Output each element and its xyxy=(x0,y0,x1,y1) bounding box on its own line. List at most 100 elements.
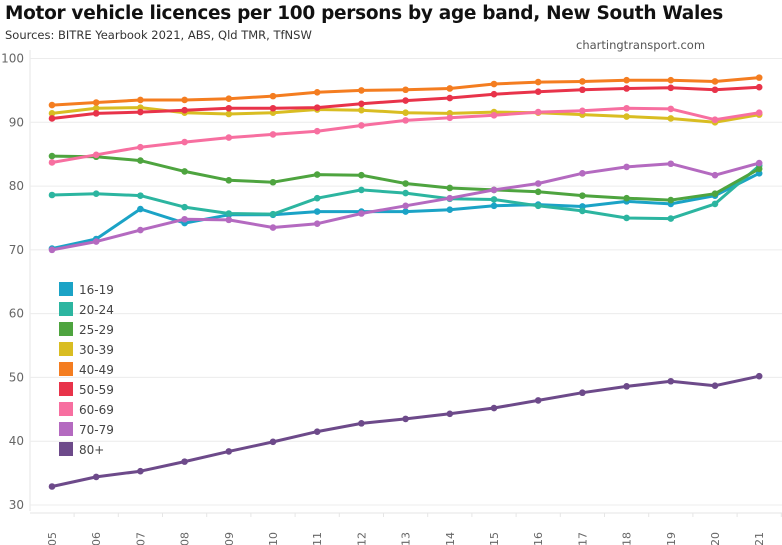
data-point[interactable] xyxy=(446,184,454,192)
data-point[interactable] xyxy=(667,115,675,122)
data-point[interactable] xyxy=(225,134,233,141)
data-point[interactable] xyxy=(534,78,542,86)
data-point[interactable] xyxy=(137,143,144,151)
data-point[interactable] xyxy=(137,96,144,104)
data-point[interactable] xyxy=(402,97,409,104)
data-point[interactable] xyxy=(667,84,675,92)
data-point[interactable] xyxy=(667,105,675,113)
data-point[interactable] xyxy=(711,171,719,179)
data-point[interactable] xyxy=(313,220,321,228)
data-point[interactable] xyxy=(623,383,630,390)
data-point[interactable] xyxy=(402,202,409,210)
data-point[interactable] xyxy=(48,191,56,199)
data-point[interactable] xyxy=(358,87,365,94)
data-point[interactable] xyxy=(181,138,188,146)
data-point[interactable] xyxy=(579,207,586,215)
legend-item[interactable]: 60-69 xyxy=(59,402,114,417)
data-point[interactable] xyxy=(269,224,277,231)
data-point[interactable] xyxy=(446,206,454,213)
data-point[interactable] xyxy=(225,210,233,217)
data-point[interactable] xyxy=(358,106,365,114)
data-point[interactable] xyxy=(534,202,542,210)
data-point[interactable] xyxy=(755,74,763,81)
data-point[interactable] xyxy=(269,210,277,218)
data-point[interactable] xyxy=(755,165,763,173)
data-point[interactable] xyxy=(623,163,630,171)
data-point[interactable] xyxy=(623,194,630,202)
data-point[interactable] xyxy=(137,192,144,199)
legend-item[interactable]: 80+ xyxy=(59,442,104,457)
data-point[interactable] xyxy=(490,202,498,210)
data-point[interactable] xyxy=(225,104,233,112)
data-point[interactable] xyxy=(402,208,409,215)
data-point[interactable] xyxy=(446,114,454,122)
data-point[interactable] xyxy=(137,467,144,475)
data-point[interactable] xyxy=(269,92,277,100)
data-point[interactable] xyxy=(534,108,542,116)
data-point[interactable] xyxy=(579,192,586,199)
legend-item[interactable]: 40-49 xyxy=(59,362,114,377)
data-point[interactable] xyxy=(313,428,321,435)
data-point[interactable] xyxy=(269,178,277,186)
data-point[interactable] xyxy=(490,80,498,88)
data-point[interactable] xyxy=(313,171,321,178)
data-point[interactable] xyxy=(667,377,675,385)
legend-item[interactable]: 30-39 xyxy=(59,342,114,357)
data-point[interactable] xyxy=(358,420,365,427)
data-point[interactable] xyxy=(446,410,454,418)
data-point[interactable] xyxy=(446,194,454,202)
data-point[interactable] xyxy=(579,78,586,85)
data-point[interactable] xyxy=(92,151,100,159)
data-point[interactable] xyxy=(755,109,763,117)
data-point[interactable] xyxy=(667,76,675,84)
data-point[interactable] xyxy=(579,86,586,94)
data-point[interactable] xyxy=(711,190,719,198)
legend-item[interactable]: 20-24 xyxy=(59,302,114,317)
data-point[interactable] xyxy=(48,246,56,254)
data-point[interactable] xyxy=(402,117,409,124)
data-point[interactable] xyxy=(92,473,100,481)
data-point[interactable] xyxy=(48,159,56,166)
data-point[interactable] xyxy=(402,180,409,187)
data-point[interactable] xyxy=(181,458,188,465)
data-point[interactable] xyxy=(711,86,719,94)
data-point[interactable] xyxy=(402,415,409,423)
data-point[interactable] xyxy=(534,188,542,196)
legend-item[interactable]: 25-29 xyxy=(59,322,114,337)
data-point[interactable] xyxy=(225,177,233,184)
data-point[interactable] xyxy=(579,107,586,115)
data-point[interactable] xyxy=(711,116,719,124)
data-point[interactable] xyxy=(623,214,630,222)
data-point[interactable] xyxy=(490,404,498,412)
data-point[interactable] xyxy=(623,104,630,112)
data-point[interactable] xyxy=(358,171,365,179)
data-point[interactable] xyxy=(269,131,277,138)
data-point[interactable] xyxy=(358,100,365,108)
data-point[interactable] xyxy=(92,104,100,112)
data-point[interactable] xyxy=(623,76,630,84)
data-point[interactable] xyxy=(181,203,188,211)
data-point[interactable] xyxy=(137,205,144,213)
data-point[interactable] xyxy=(755,159,763,167)
data-point[interactable] xyxy=(490,196,498,203)
data-point[interactable] xyxy=(269,438,277,446)
data-point[interactable] xyxy=(269,104,277,112)
data-point[interactable] xyxy=(48,115,56,122)
data-point[interactable] xyxy=(534,180,542,187)
data-point[interactable] xyxy=(48,101,56,109)
data-point[interactable] xyxy=(137,108,144,116)
data-point[interactable] xyxy=(92,99,100,106)
data-point[interactable] xyxy=(579,170,586,177)
data-point[interactable] xyxy=(313,104,321,111)
data-point[interactable] xyxy=(446,85,454,92)
data-point[interactable] xyxy=(313,89,321,96)
data-point[interactable] xyxy=(225,110,233,118)
data-point[interactable] xyxy=(181,96,188,104)
data-point[interactable] xyxy=(623,113,630,120)
data-point[interactable] xyxy=(490,90,498,98)
data-point[interactable] xyxy=(446,94,454,102)
data-point[interactable] xyxy=(137,226,144,234)
data-point[interactable] xyxy=(755,372,763,380)
data-point[interactable] xyxy=(755,83,763,91)
data-point[interactable] xyxy=(48,152,56,160)
